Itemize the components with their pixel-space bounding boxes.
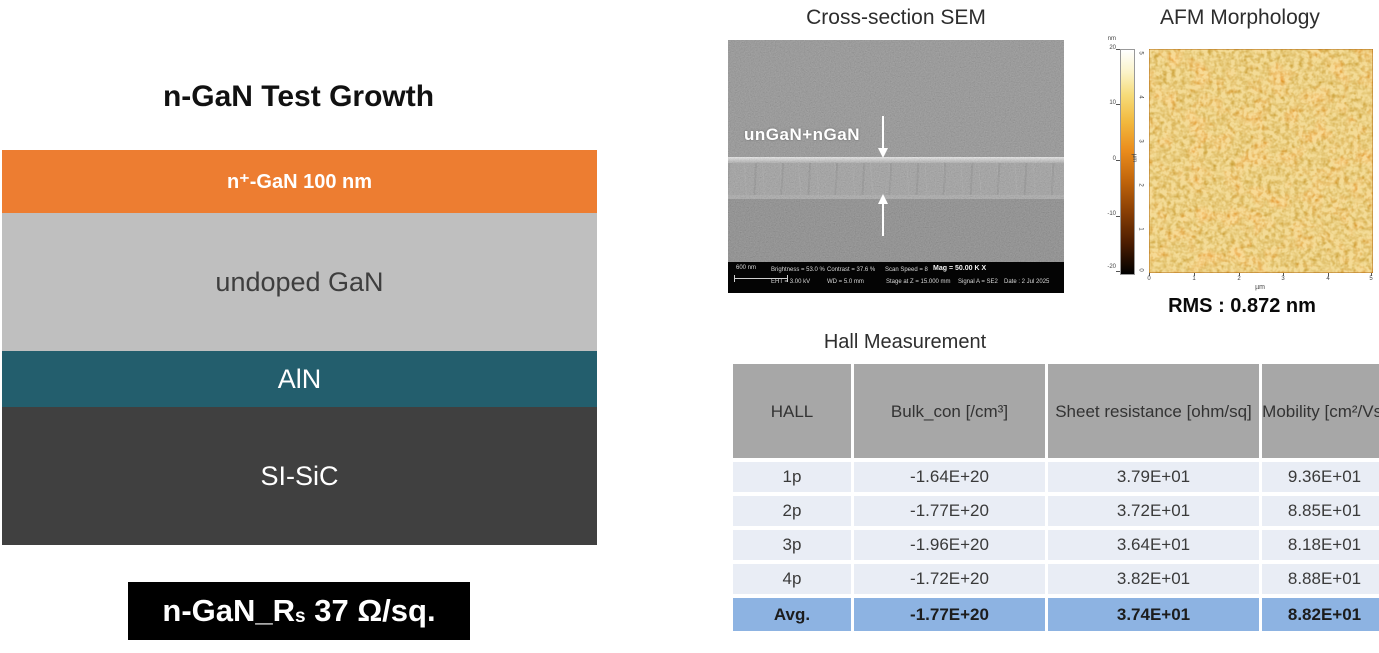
afm-x-tick-mark	[1283, 273, 1284, 276]
hall-cell: -1.64E+20	[854, 462, 1045, 492]
layer-undoped-gan: undoped GaN	[2, 213, 597, 351]
arrow-up-icon	[878, 194, 888, 236]
hall-avg-cell: Avg.	[733, 598, 851, 631]
colorbar-tick: -10	[1107, 211, 1116, 217]
sem-scale-label: 600 nm	[736, 265, 757, 271]
sem-stagez-readout: Stage at Z = 15.000 mm	[886, 279, 951, 285]
colorbar-tick: 10	[1109, 100, 1116, 106]
afm-y-tick: 1	[1137, 227, 1144, 231]
sem-scale-bar-line	[735, 278, 787, 279]
hall-header-cell: Mobility [cm²/Vs]	[1262, 364, 1379, 458]
hall-header-cell: HALL	[733, 364, 851, 458]
structure-title: n-GaN Test Growth	[162, 80, 435, 113]
colorbar-tick-mark	[1116, 104, 1120, 105]
afm-y-tick: 2	[1137, 183, 1144, 187]
result-main: n-GaN_R	[162, 593, 296, 628]
afm-y-tick: 4	[1137, 95, 1144, 99]
layer-undoped-gan-label: undoped GaN	[215, 266, 384, 297]
afm-x-tick: 2	[1237, 276, 1241, 282]
colorbar-tick: -20	[1107, 264, 1116, 270]
colorbar-tick-mark	[1116, 271, 1120, 272]
colorbar-tick-mark	[1116, 49, 1120, 50]
hall-cell: 3.72E+01	[1048, 496, 1259, 526]
afm-colorbar	[1120, 49, 1135, 275]
sem-magnification-readout: Mag = 50.00 K X	[933, 265, 987, 272]
afm-x-tick-mark	[1239, 273, 1240, 276]
afm-y-tick: 0	[1137, 268, 1144, 272]
afm-x-tick: 0	[1147, 276, 1151, 282]
sem-noise-texture	[728, 40, 1064, 262]
hall-cell: 3.82E+01	[1048, 564, 1259, 594]
sem-eht-readout: EHT = 3.00 kV	[771, 279, 811, 285]
colorbar-unit-label: nm	[1107, 36, 1116, 42]
afm-x-tick-mark	[1194, 273, 1195, 276]
result-value: 37 Ω/sq.	[305, 593, 436, 628]
layer-nplus-gan-label: n⁺-GaN 100 nm	[226, 171, 373, 193]
afm-x-axis-label: µm	[1255, 284, 1265, 291]
afm-morphology-image	[1149, 49, 1373, 273]
sem-status-bar: 600 nm Brightness = 53.0 % Contrast = 37…	[728, 262, 1064, 293]
sem-image: unGaN+nGaN 600 nm Brightness = 53.0 % Co…	[728, 40, 1064, 293]
afm-x-tick-mark	[1149, 273, 1150, 276]
sem-scale-bar	[734, 275, 788, 282]
hall-cell: -1.72E+20	[854, 564, 1045, 594]
arrow-down-icon	[878, 116, 888, 158]
hall-cell: 4p	[733, 564, 851, 594]
hall-cell: 8.85E+01	[1262, 496, 1379, 526]
layer-si-sic: SI-SiC	[2, 407, 597, 545]
afm-y-axis-label: µm	[1131, 153, 1138, 163]
afm-x-tick: 3	[1281, 276, 1285, 282]
afm-x-tick: 5	[1369, 276, 1373, 282]
sem-annotation-label: unGaN+nGaN	[744, 125, 860, 144]
sem-date-readout: Date : 2 Jul 2025	[1004, 279, 1050, 285]
hall-cell: 8.88E+01	[1262, 564, 1379, 594]
hall-avg-cell: 3.74E+01	[1048, 598, 1259, 631]
hall-cell: 3.79E+01	[1048, 462, 1259, 492]
hall-avg-cell: 8.82E+01	[1262, 598, 1379, 631]
hall-cell: 8.18E+01	[1262, 530, 1379, 560]
sem-brightness-readout: Brightness = 53.0 %	[771, 267, 825, 273]
colorbar-tick-mark	[1116, 216, 1120, 217]
hall-cell: 2p	[733, 496, 851, 526]
sem-signal-readout: Signal A = SE2	[958, 279, 998, 285]
hall-cell: 3.64E+01	[1048, 530, 1259, 560]
afm-x-tick-mark	[1328, 273, 1329, 276]
afm-x-tick: 1	[1192, 276, 1196, 282]
sem-contrast-readout: Contrast = 37.6 %	[827, 267, 876, 273]
layer-aln: AlN	[2, 351, 597, 407]
colorbar-tick: 0	[1112, 156, 1116, 162]
colorbar-tick: 20	[1109, 45, 1116, 51]
sem-panel-title: Cross-section SEM	[806, 6, 986, 29]
hall-avg-cell: -1.77E+20	[854, 598, 1045, 631]
hall-cell: -1.77E+20	[854, 496, 1045, 526]
hall-table: HALL Bulk_con [/cm³] Sheet resistance [o…	[733, 364, 1379, 631]
afm-x-tick-mark	[1371, 273, 1372, 276]
layer-aln-label: AlN	[277, 363, 322, 394]
afm-rms-value: RMS : 0.872 nm	[1168, 295, 1316, 317]
afm-panel-title: AFM Morphology	[1160, 6, 1320, 29]
afm-x-tick: 4	[1326, 276, 1330, 282]
layer-nplus-gan: n⁺-GaN 100 nm	[2, 150, 597, 213]
hall-cell: -1.96E+20	[854, 530, 1045, 560]
hall-table-title: Hall Measurement	[823, 331, 987, 353]
afm-y-tick: 3	[1137, 139, 1144, 143]
sem-scanspeed-readout: Scan Speed = 8	[885, 267, 928, 273]
afm-y-tick: 5	[1137, 51, 1144, 55]
layer-si-sic-label: SI-SiC	[260, 460, 339, 491]
hall-cell: 9.36E+01	[1262, 462, 1379, 492]
colorbar-tick-mark	[1116, 160, 1120, 161]
hall-header-cell: Bulk_con [/cm³]	[854, 364, 1045, 458]
hall-cell: 1p	[733, 462, 851, 492]
hall-header-cell: Sheet resistance [ohm/sq]	[1048, 364, 1259, 458]
sheet-resistance-result-box: n-GaN_R s 37 Ω/sq.	[128, 582, 470, 640]
hall-cell: 3p	[733, 530, 851, 560]
sem-wd-readout: WD = 5.0 mm	[827, 279, 864, 285]
